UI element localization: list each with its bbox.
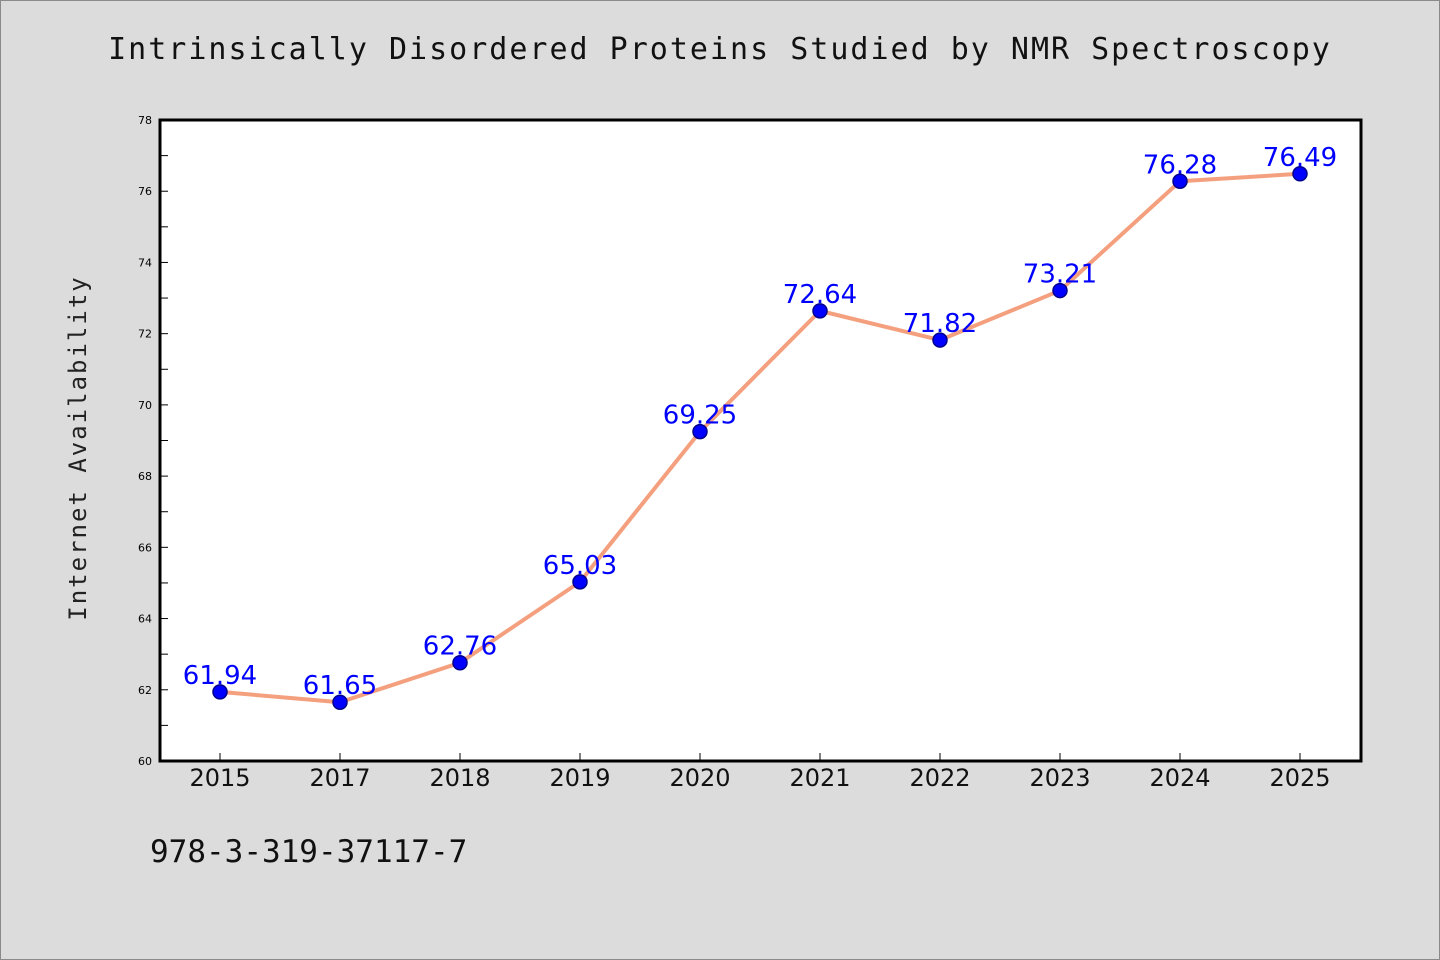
x-tick-label: 2024 xyxy=(1149,764,1210,792)
x-tick-label: 2025 xyxy=(1269,764,1330,792)
data-point xyxy=(452,654,468,671)
y-tick-label: 66 xyxy=(138,541,152,554)
isbn-text: 978-3-319-37117-7 xyxy=(150,834,468,870)
chart-title: Intrinsically Disordered Proteins Studie… xyxy=(108,32,1332,67)
y-tick-label: 78 xyxy=(138,114,152,127)
data-label: 71.82 xyxy=(903,309,977,339)
data-point xyxy=(692,423,708,440)
data-label: 76.49 xyxy=(1263,143,1337,173)
data-point xyxy=(572,574,588,590)
data-label: 73.21 xyxy=(1023,260,1097,290)
data-markers xyxy=(212,166,1308,710)
x-tick-label: 2017 xyxy=(309,764,370,792)
data-label: 69.25 xyxy=(663,401,737,431)
x-tick-label: 2018 xyxy=(429,764,490,792)
data-label: 76.28 xyxy=(1143,150,1217,180)
y-tick-label: 76 xyxy=(138,185,152,198)
y-axis-ticks: 60 62 64 66 68 70 72 74 76 78 xyxy=(138,114,168,768)
y-tick-label: 74 xyxy=(138,256,152,269)
x-tick-label: 2021 xyxy=(789,764,850,792)
x-axis-ticks: 2015 2017 2018 2019 2020 2021 2022 2023 2024 2025 xyxy=(189,753,1331,792)
data-point xyxy=(212,684,228,700)
y-tick-label: 60 xyxy=(138,755,152,768)
data-label: 61.65 xyxy=(303,671,377,701)
x-tick-label: 2020 xyxy=(669,764,730,792)
data-point xyxy=(932,332,948,348)
data-labels: 61.94 61.65 62.76 65.03 69.25 72.64 71.82 73.21… xyxy=(183,143,1337,701)
data-point xyxy=(1172,173,1188,190)
plot-area xyxy=(158,118,1363,763)
y-tick-label: 68 xyxy=(138,470,152,483)
data-point xyxy=(1292,166,1308,182)
data-point xyxy=(332,694,348,710)
x-tick-label: 2019 xyxy=(549,764,610,792)
data-point xyxy=(812,303,828,319)
data-label: 65.03 xyxy=(543,551,617,581)
data-label: 62.76 xyxy=(423,632,497,662)
x-tick-label: 2022 xyxy=(909,764,970,792)
y-tick-label: 62 xyxy=(138,684,152,697)
data-label: 61.94 xyxy=(183,661,257,691)
series-line xyxy=(218,171,1302,705)
x-tick-label: 2015 xyxy=(189,764,250,792)
y-tick-label: 70 xyxy=(138,399,152,412)
y-tick-label: 64 xyxy=(138,613,152,626)
x-tick-label: 2023 xyxy=(1029,764,1090,792)
data-point xyxy=(1052,282,1068,299)
data-label: 72.64 xyxy=(783,280,857,310)
y-tick-label: 72 xyxy=(138,328,152,341)
